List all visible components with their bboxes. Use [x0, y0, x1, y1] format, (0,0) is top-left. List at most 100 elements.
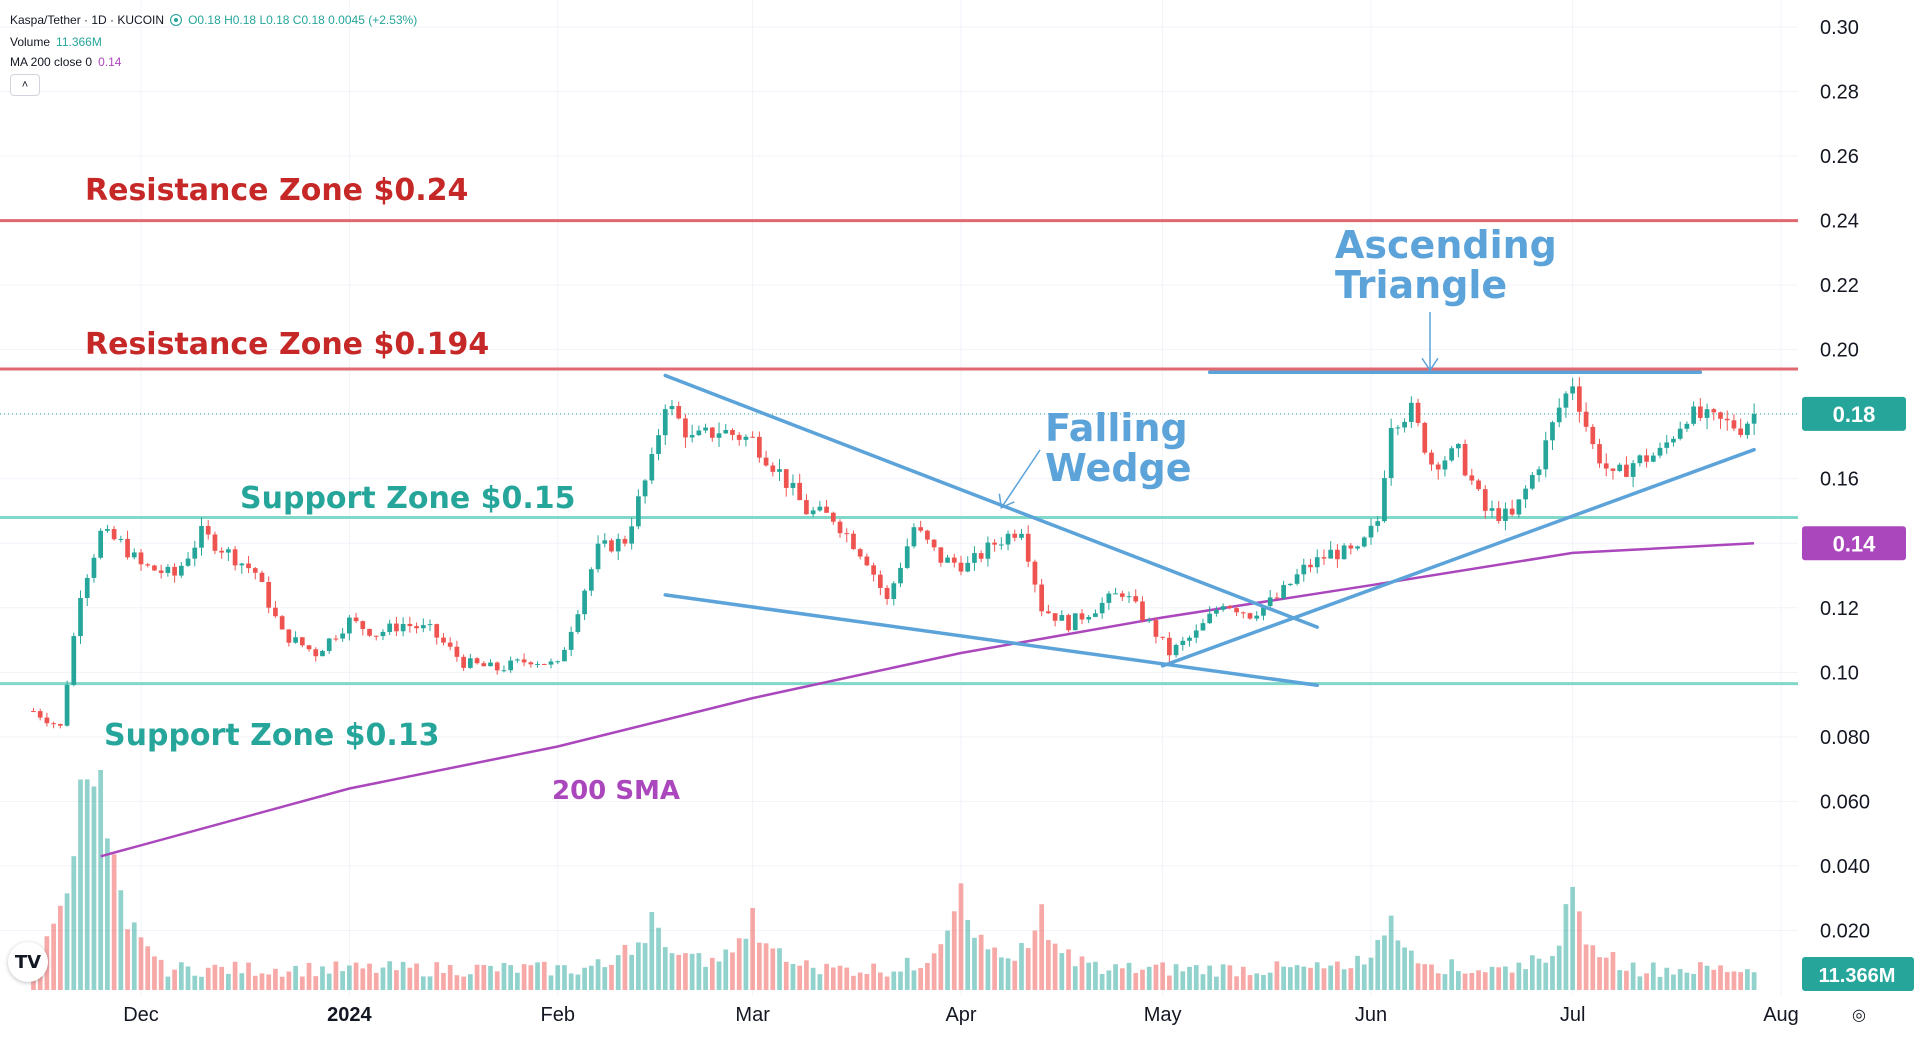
- volume-badge: 11.366M: [1819, 965, 1896, 987]
- volume-bar: [320, 966, 325, 990]
- candle-body: [723, 430, 729, 434]
- volume-bar: [360, 968, 366, 990]
- candle-body: [1160, 636, 1165, 638]
- volume-bar: [333, 961, 339, 990]
- candle-body: [333, 638, 339, 640]
- volume-bar: [1133, 972, 1139, 990]
- candle-body: [138, 552, 144, 565]
- settings-icon[interactable]: ◎: [1852, 1007, 1866, 1024]
- volume-bar: [1066, 949, 1071, 990]
- volume-bar: [1119, 968, 1125, 990]
- candle-body: [1422, 422, 1428, 453]
- volume-bar: [414, 963, 419, 990]
- market-status-icon: [170, 14, 183, 26]
- candle-body: [64, 684, 70, 726]
- volume-bar: [407, 967, 413, 990]
- price-tick-label: 0.24: [1820, 211, 1859, 233]
- candle-body: [1234, 608, 1239, 613]
- volume-bar: [1173, 964, 1179, 990]
- time-axis[interactable]: Dec 2024 Feb Mar Apr May Jun Jul Aug: [123, 1004, 1799, 1026]
- candle-body: [1691, 406, 1696, 424]
- legend-ma-row[interactable]: MA 200 close 0 0.14: [10, 52, 417, 72]
- candle-body: [1180, 640, 1186, 645]
- volume-bar: [84, 779, 90, 990]
- candle-body: [1503, 508, 1508, 521]
- candle-body: [501, 670, 507, 672]
- volume-bar: [420, 976, 426, 990]
- candle-body: [763, 457, 769, 466]
- price-axis[interactable]: 0.30 0.28 0.26 0.24 0.22 0.20 0.18 0.16 0.14 0.12…: [1802, 17, 1914, 991]
- volume-bar: [1240, 966, 1246, 990]
- legend-volume-row[interactable]: Volume 11.366M: [10, 32, 417, 52]
- ascending-triangle-base-line: [1160, 447, 1756, 668]
- volume-bar: [1529, 955, 1535, 990]
- volume-bar: [1153, 964, 1159, 990]
- candle-body: [1086, 616, 1092, 620]
- volume-bar: [555, 965, 561, 990]
- volume-bar: [911, 970, 917, 990]
- volume-bar: [548, 975, 554, 990]
- volume-bar: [609, 964, 614, 990]
- volume-bar: [400, 961, 406, 990]
- candle-body: [992, 542, 997, 545]
- volume-bar: [1691, 973, 1696, 990]
- volume-bar: [1294, 965, 1300, 990]
- volume-bar: [481, 964, 487, 990]
- candle-body: [1335, 549, 1340, 560]
- tradingview-logo[interactable]: TV: [8, 942, 48, 982]
- volume-bar: [797, 965, 803, 990]
- candle-body: [1200, 623, 1206, 631]
- volume-bar: [71, 856, 77, 990]
- volume-bar: [105, 838, 110, 990]
- candle-body: [1516, 499, 1522, 515]
- candle-body: [1590, 426, 1596, 445]
- volume-bar: [1462, 973, 1468, 990]
- candle-body: [1462, 443, 1468, 476]
- candle-body: [152, 565, 157, 571]
- volume-bar: [810, 967, 816, 990]
- candle-body: [71, 636, 77, 685]
- volume-bar: [1523, 969, 1528, 990]
- volume-bar: [830, 967, 836, 990]
- candle-body: [1079, 613, 1085, 620]
- volume-bar: [851, 975, 856, 990]
- volume-bar: [1449, 959, 1455, 990]
- volume-bar: [595, 959, 601, 990]
- volume-bar: [763, 943, 769, 990]
- volume-bar: [582, 967, 587, 990]
- volume-bar: [1160, 962, 1165, 990]
- volume-bar: [1429, 964, 1434, 990]
- volume-bar: [1509, 972, 1515, 990]
- volume-bar: [1012, 960, 1018, 990]
- candle-body: [394, 623, 399, 632]
- candle-body: [582, 590, 587, 615]
- candle-body: [918, 527, 924, 531]
- candle-body: [1012, 533, 1018, 538]
- candle-body: [1039, 584, 1045, 612]
- candle-body: [777, 469, 782, 472]
- candle-body: [1630, 463, 1636, 477]
- candle-body: [951, 557, 957, 563]
- volume-bar: [709, 957, 715, 990]
- candle-body: [830, 512, 836, 522]
- volume-bar: [1637, 976, 1643, 990]
- volume-bar: [938, 944, 944, 990]
- candle-body: [898, 567, 903, 584]
- candle-body: [481, 663, 487, 667]
- volume-bar: [1563, 904, 1569, 990]
- candle-body: [320, 650, 325, 657]
- volume-bar: [871, 963, 876, 990]
- collapse-legend-button[interactable]: ˄: [10, 74, 40, 96]
- volume-bar: [716, 961, 722, 990]
- candle-body: [414, 626, 419, 629]
- symbol-title[interactable]: Kaspa/Tether · 1D · KUCOIN: [10, 13, 165, 27]
- volume-bar: [1597, 957, 1602, 990]
- volume-bar: [1059, 953, 1065, 990]
- annotations: Resistance Zone $0.24 Resistance Zone $0.…: [85, 173, 1557, 806]
- candle-body: [1550, 422, 1555, 441]
- legend-symbol-row[interactable]: Kaspa/Tether · 1D · KUCOIN O0.18 H0.18 L…: [10, 8, 417, 32]
- candle-body: [884, 587, 890, 599]
- candle-body: [232, 549, 238, 566]
- volume-bar: [367, 963, 372, 990]
